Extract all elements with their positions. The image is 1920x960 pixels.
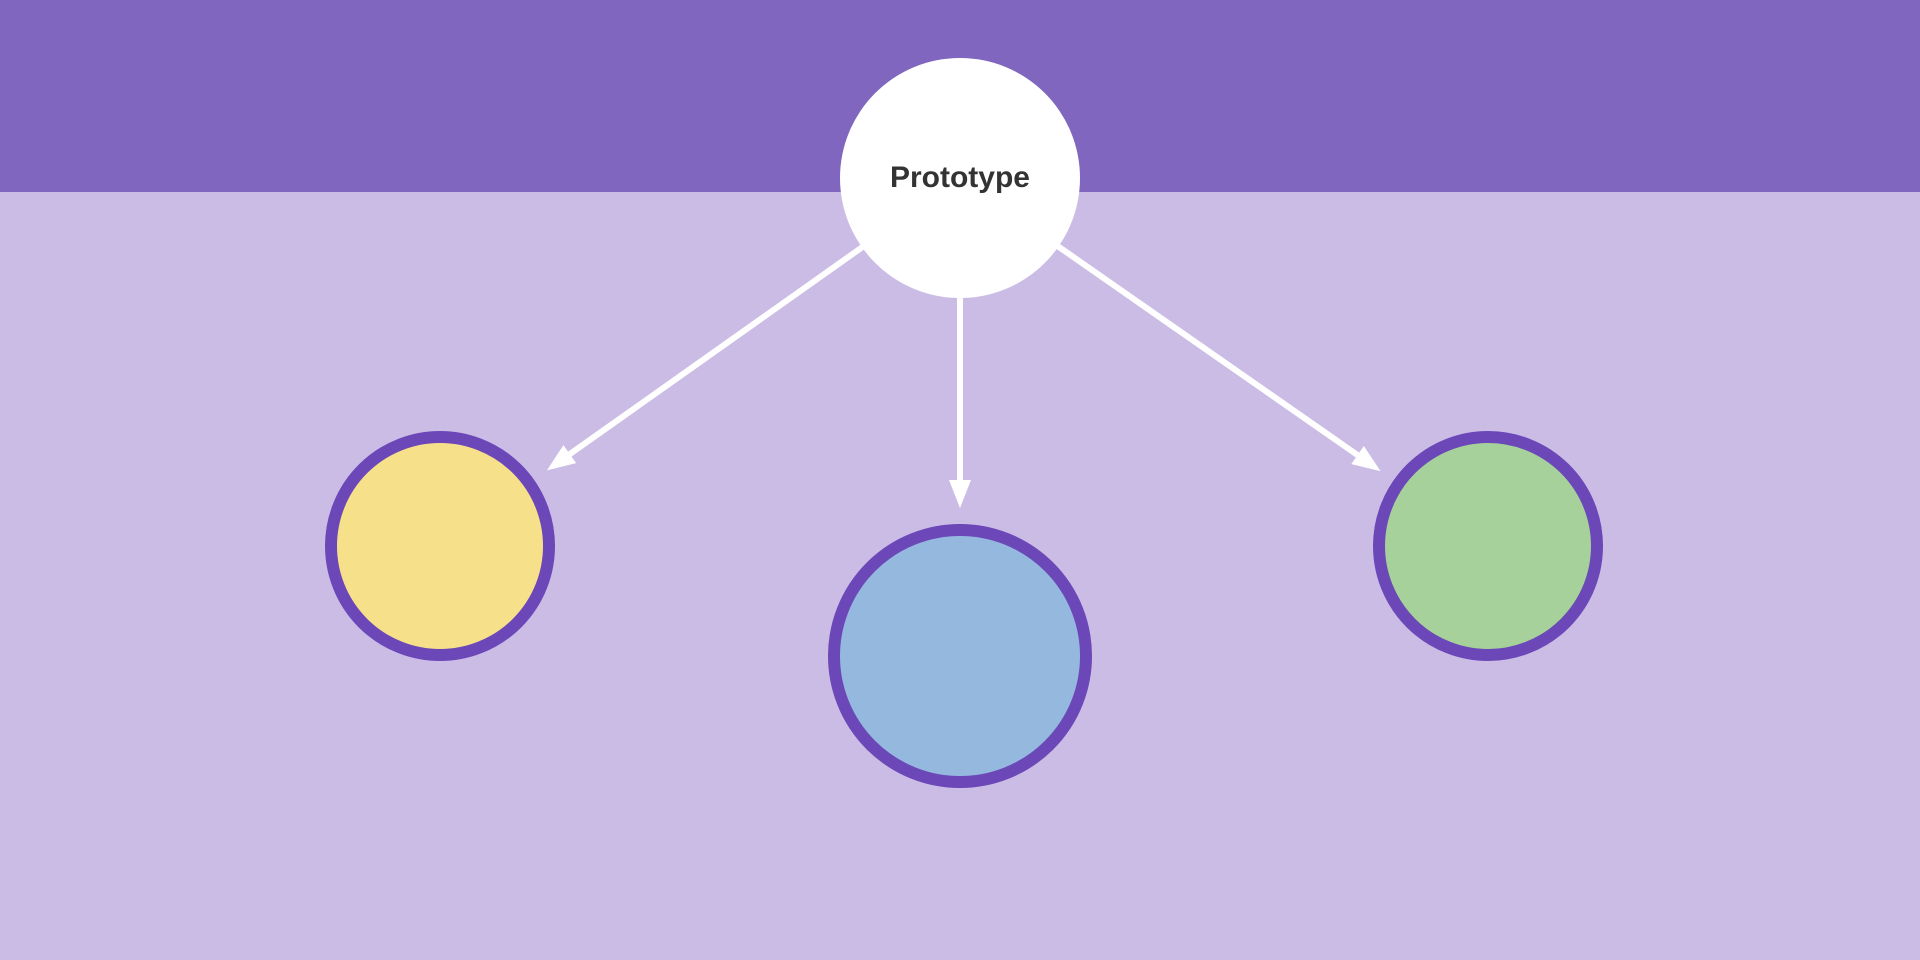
root-node-label: Prototype	[890, 161, 1030, 195]
root-node-prototype: Prototype	[840, 58, 1080, 298]
child-node-green	[1373, 431, 1603, 661]
child-node-yellow	[325, 431, 555, 661]
diagram-canvas: Prototype	[0, 0, 1920, 960]
child-node-blue	[828, 524, 1092, 788]
